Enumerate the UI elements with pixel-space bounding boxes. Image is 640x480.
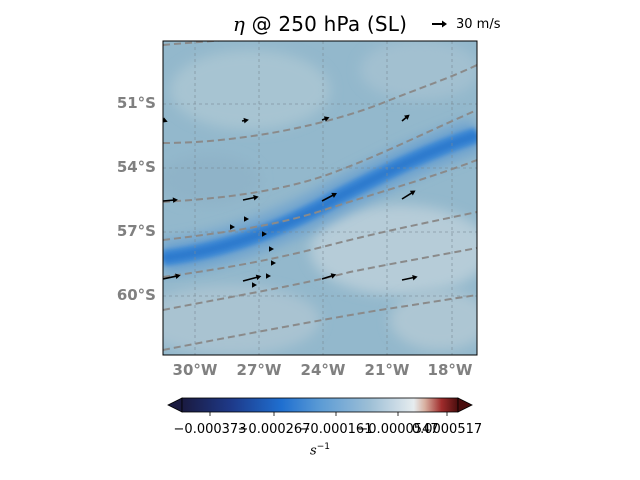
wind-vector (242, 194, 259, 201)
wind-vector (401, 190, 416, 200)
contour-line (163, 211, 477, 278)
wind-vector-head (266, 273, 271, 279)
wind-vector-shaft (321, 274, 333, 280)
lat-tick-label: 60°S (116, 286, 156, 304)
wind-vector-shaft (242, 276, 258, 282)
wind-vector-shaft (163, 275, 177, 280)
wind-vector-head (262, 231, 267, 237)
colorbar-tick-marks (209, 412, 448, 416)
wind-vector (401, 114, 410, 122)
wind-vector-shaft (321, 194, 334, 202)
wind-vector (244, 216, 249, 222)
contour-line (163, 109, 477, 203)
lat-tick-label: 51°S (116, 94, 156, 112)
contour-line (163, 294, 477, 351)
wind-vector-head (252, 282, 257, 288)
wind-vector (271, 260, 276, 266)
wind-vector (321, 116, 330, 122)
quiver-key-label: 30 m/s (456, 17, 501, 32)
wind-vector (241, 117, 249, 124)
wind-vector-head (331, 192, 338, 198)
contour-lines (163, 41, 477, 351)
wind-vector-head (404, 114, 410, 120)
wind-vector (163, 197, 178, 203)
quiver-key-arrow-icon (432, 20, 447, 28)
wind-vector-shaft (242, 196, 255, 201)
wind-vector-head (269, 246, 274, 252)
colorbar-gradient (181, 397, 459, 413)
colorbar-label: s−1 (310, 442, 330, 459)
wind-vector-head (412, 274, 418, 281)
colorbar-tick-label: 0.0000517 (411, 422, 483, 437)
wind-vector-head (172, 197, 178, 203)
map-frame (162, 40, 478, 356)
colorbar-max-extend (457, 397, 473, 413)
wind-vector-head (253, 194, 259, 201)
colorbar-tick-label: −0.000267 (237, 422, 311, 437)
wind-vector-shaft (401, 191, 413, 200)
wind-vectors (163, 114, 418, 288)
lon-tick-label: 30°W (172, 361, 218, 379)
chart-title: η @ 250 hPa (SL) (232, 12, 408, 36)
wind-vector-head (244, 216, 249, 222)
wind-vector-head (323, 116, 330, 122)
colorbar-tick-label: −0.000161 (299, 422, 373, 437)
wind-vector-head (330, 273, 337, 279)
wind-vector (252, 282, 257, 288)
contour-line (163, 159, 477, 241)
wind-vector-head (271, 260, 276, 266)
wind-vector-head (175, 273, 181, 280)
wind-vector-shaft (163, 199, 175, 202)
contour-line (163, 247, 477, 311)
lon-tick-label: 24°W (300, 361, 346, 379)
wind-vector-head (409, 190, 416, 196)
wind-vector (262, 231, 267, 237)
lon-tick-label: 18°W (427, 361, 473, 379)
wind-vector (401, 274, 418, 281)
wind-vector-head (230, 224, 235, 230)
wind-vector (163, 273, 181, 280)
wind-vector (321, 192, 338, 202)
lon-tick-label: 27°W (236, 361, 282, 379)
wind-vector (230, 224, 235, 230)
wind-vector (242, 274, 262, 282)
wind-vector-shaft (401, 276, 414, 281)
heatmap-field (163, 41, 477, 355)
colorbar-tick-label: −0.000373 (173, 422, 247, 437)
lat-tick-label: 54°S (116, 158, 156, 176)
colorbar-min-extend (167, 397, 183, 413)
wind-vector-head (255, 274, 262, 281)
lon-tick-label: 21°W (364, 361, 410, 379)
wind-vector (269, 246, 274, 252)
wind-vector-head (243, 117, 249, 124)
colorbar (167, 397, 473, 416)
wind-vector (266, 273, 271, 279)
wind-vector (321, 273, 337, 280)
contour-line (163, 64, 477, 144)
lat-tick-label: 57°S (116, 222, 156, 240)
lat-lon-gridlines (163, 41, 477, 355)
colorbar-tick-label: −0.0000547 (357, 422, 439, 437)
